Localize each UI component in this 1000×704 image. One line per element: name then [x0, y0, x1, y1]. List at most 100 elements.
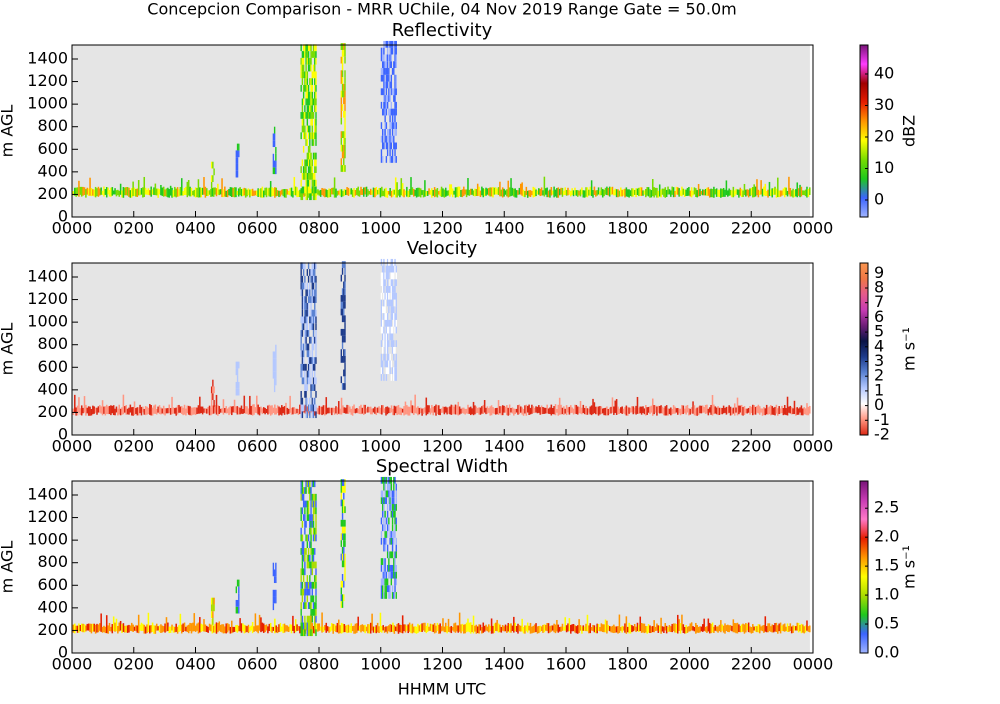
echo: [312, 323, 315, 331]
echo: [797, 188, 800, 196]
echo: [235, 599, 238, 607]
echo: [383, 333, 385, 341]
echo: [199, 617, 201, 633]
echo: [426, 623, 429, 632]
echo: [142, 623, 144, 631]
echo: [391, 40, 394, 48]
echo: [489, 406, 491, 416]
echo: [235, 381, 238, 389]
echo: [275, 378, 277, 386]
echo: [287, 190, 290, 195]
echo: [464, 189, 466, 195]
echo: [661, 188, 664, 195]
echo: [391, 571, 394, 579]
echo: [707, 187, 710, 196]
echo: [390, 54, 393, 62]
echo: [306, 125, 309, 133]
echo: [595, 626, 597, 634]
echo: [312, 404, 315, 412]
echo: [792, 625, 794, 633]
echo: [388, 272, 390, 280]
echo: [83, 624, 86, 633]
echo: [344, 540, 346, 547]
echo: [772, 407, 775, 415]
echo: [229, 405, 232, 414]
x-tick-label: 1800: [607, 437, 648, 456]
echo: [540, 626, 543, 632]
echo: [760, 408, 762, 413]
echo: [314, 575, 316, 582]
echo: [388, 551, 390, 559]
echo: [111, 187, 114, 196]
echo: [804, 189, 807, 197]
echo: [483, 189, 486, 197]
echo: [651, 398, 654, 416]
echo: [272, 358, 275, 366]
echo: [394, 74, 396, 82]
echo: [383, 537, 385, 545]
echo: [500, 626, 503, 633]
echo: [364, 624, 366, 634]
echo: [388, 68, 390, 75]
echo: [603, 624, 605, 633]
echo: [221, 624, 223, 633]
echo: [806, 186, 808, 198]
echo: [589, 186, 592, 196]
echo: [593, 402, 596, 414]
echo: [380, 353, 383, 361]
echo: [302, 145, 305, 153]
echo: [384, 313, 386, 320]
echo: [300, 493, 302, 501]
echo: [474, 188, 476, 197]
echo: [457, 625, 460, 633]
echo: [395, 367, 397, 375]
echo: [750, 406, 753, 414]
echo: [519, 625, 522, 632]
echo: [557, 187, 560, 198]
echo: [311, 363, 313, 371]
echo: [676, 614, 679, 634]
echo: [722, 625, 725, 633]
echo: [340, 43, 343, 50]
echo: [301, 561, 304, 569]
echo: [314, 289, 316, 297]
echo: [443, 626, 446, 633]
echo: [746, 623, 749, 631]
echo: [380, 558, 383, 565]
echo: [508, 187, 511, 197]
echo: [275, 167, 277, 175]
echo: [341, 308, 344, 316]
echo: [307, 275, 310, 283]
echo: [395, 319, 397, 327]
echo: [301, 323, 304, 331]
echo: [305, 84, 307, 92]
echo: [307, 289, 310, 297]
echo: [796, 407, 799, 415]
echo: [454, 187, 457, 198]
echo: [458, 612, 461, 632]
echo: [804, 625, 807, 633]
echo: [300, 370, 302, 378]
echo: [301, 363, 304, 371]
echo: [238, 599, 240, 607]
echo: [301, 350, 304, 358]
echo: [290, 407, 293, 415]
echo: [340, 131, 343, 138]
echo: [300, 262, 302, 270]
echo: [310, 602, 312, 609]
echo: [211, 187, 214, 197]
echo: [310, 608, 312, 616]
echo: [406, 186, 408, 197]
echo: [301, 615, 304, 623]
echo: [305, 336, 307, 344]
echo: [306, 289, 309, 297]
echo: [385, 54, 388, 62]
echo: [518, 404, 521, 415]
echo: [74, 187, 76, 196]
echo: [386, 40, 389, 48]
echo: [312, 186, 315, 194]
x-tick-label: 1400: [484, 437, 525, 456]
echo: [312, 44, 315, 52]
echo: [112, 190, 115, 195]
echo: [647, 406, 650, 413]
